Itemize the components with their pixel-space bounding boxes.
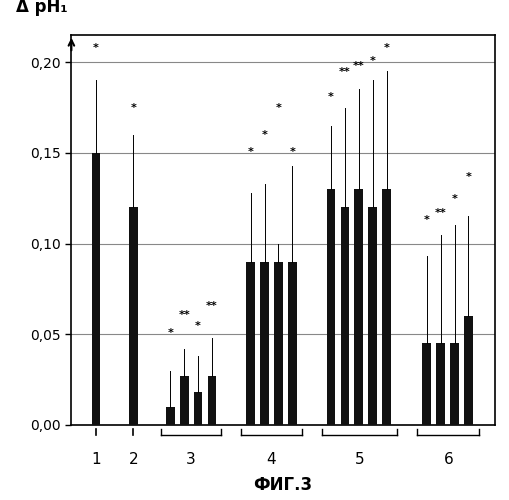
- Bar: [367, 208, 376, 425]
- Bar: [354, 189, 362, 425]
- Bar: [421, 344, 430, 425]
- Bar: [165, 407, 174, 425]
- Text: *: *: [195, 320, 201, 330]
- Bar: [207, 376, 216, 425]
- Text: *: *: [423, 216, 429, 226]
- Text: *: *: [167, 328, 173, 338]
- Text: *: *: [130, 103, 136, 113]
- Bar: [92, 153, 100, 425]
- Text: 2: 2: [128, 452, 138, 468]
- Bar: [193, 392, 202, 425]
- Bar: [260, 262, 268, 425]
- Text: *: *: [327, 92, 333, 102]
- Bar: [381, 189, 390, 425]
- Text: *: *: [289, 146, 295, 156]
- Text: *: *: [247, 146, 253, 156]
- Text: ФИГ.3: ФИГ.3: [253, 476, 312, 494]
- Text: *: *: [369, 56, 375, 66]
- Text: Δ pH₁: Δ pH₁: [16, 0, 68, 16]
- Text: *: *: [93, 43, 99, 53]
- Text: *: *: [383, 43, 389, 53]
- Bar: [180, 376, 188, 425]
- Text: 5: 5: [354, 452, 363, 468]
- Bar: [449, 344, 458, 425]
- Bar: [340, 208, 349, 425]
- Text: **: **: [352, 62, 364, 72]
- Text: 3: 3: [186, 452, 195, 468]
- Text: 1: 1: [91, 452, 101, 468]
- Text: *: *: [465, 172, 470, 182]
- Bar: [273, 262, 282, 425]
- Text: 4: 4: [266, 452, 276, 468]
- Text: **: **: [338, 66, 350, 76]
- Text: **: **: [178, 310, 190, 320]
- Bar: [326, 189, 334, 425]
- Bar: [463, 316, 472, 425]
- Bar: [435, 344, 444, 425]
- Bar: [129, 208, 137, 425]
- Text: 6: 6: [443, 452, 453, 468]
- Text: **: **: [434, 208, 445, 218]
- Text: *: *: [261, 130, 267, 140]
- Text: *: *: [450, 194, 457, 203]
- Bar: [288, 262, 296, 425]
- Text: *: *: [275, 103, 281, 113]
- Text: **: **: [206, 300, 217, 310]
- Bar: [246, 262, 254, 425]
